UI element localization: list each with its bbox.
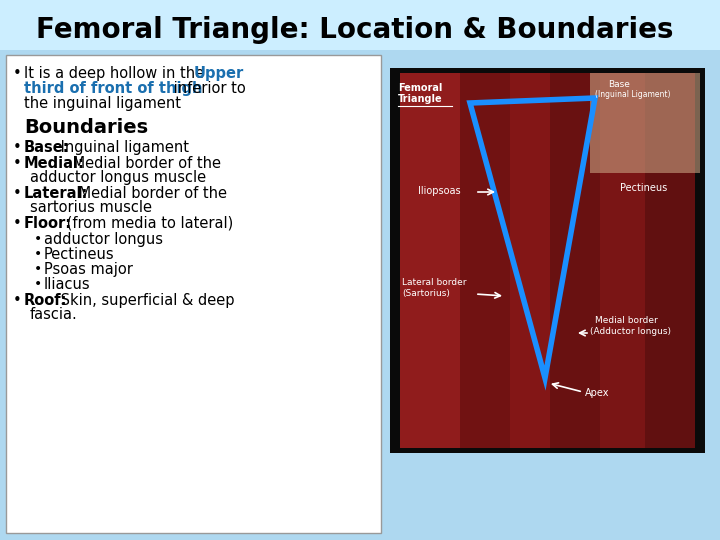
FancyBboxPatch shape: [390, 68, 705, 453]
Text: Psoas major: Psoas major: [44, 262, 133, 277]
Text: Roof:: Roof:: [24, 293, 68, 308]
Text: Medial border of the: Medial border of the: [74, 186, 228, 201]
Text: It is a deep hollow in the: It is a deep hollow in the: [24, 66, 209, 81]
Text: Apex: Apex: [585, 388, 610, 398]
Text: •: •: [34, 262, 42, 276]
Text: Inguinal ligament: Inguinal ligament: [55, 140, 189, 155]
Text: •: •: [13, 216, 22, 231]
Text: Medial border: Medial border: [595, 316, 658, 325]
Text: Femoral Triangle: Location & Boundaries: Femoral Triangle: Location & Boundaries: [36, 16, 674, 44]
Text: adductor longus muscle: adductor longus muscle: [30, 170, 206, 185]
Text: •: •: [13, 156, 22, 171]
Text: Base:: Base:: [24, 140, 70, 155]
Text: (Adductor longus): (Adductor longus): [590, 327, 671, 336]
Text: Iliopsoas: Iliopsoas: [418, 186, 461, 196]
FancyBboxPatch shape: [590, 73, 700, 173]
FancyBboxPatch shape: [550, 73, 600, 448]
Text: Medial:: Medial:: [24, 156, 85, 171]
FancyBboxPatch shape: [400, 73, 460, 448]
Text: •: •: [13, 66, 22, 81]
Text: Medial border of the: Medial border of the: [68, 156, 221, 171]
FancyBboxPatch shape: [645, 73, 695, 448]
FancyBboxPatch shape: [6, 55, 381, 533]
Text: fascia.: fascia.: [30, 307, 78, 322]
Text: •: •: [13, 140, 22, 155]
Text: •: •: [34, 277, 42, 291]
Text: (Inguinal Ligament): (Inguinal Ligament): [595, 90, 670, 99]
Text: Lateral border: Lateral border: [402, 278, 467, 287]
Text: Floor:: Floor:: [24, 216, 72, 231]
FancyBboxPatch shape: [0, 0, 720, 50]
Text: Iliacus: Iliacus: [44, 277, 91, 292]
Text: third of front of thigh: third of front of thigh: [24, 81, 202, 96]
Text: Upper: Upper: [194, 66, 244, 81]
FancyBboxPatch shape: [460, 73, 510, 448]
FancyBboxPatch shape: [510, 73, 550, 448]
Text: •: •: [34, 247, 42, 261]
Text: •: •: [34, 232, 42, 246]
Text: Pectineus: Pectineus: [620, 183, 667, 193]
Text: Boundaries: Boundaries: [24, 118, 148, 137]
FancyBboxPatch shape: [600, 73, 645, 448]
Text: Triangle: Triangle: [398, 94, 443, 104]
Text: Skin, superficial & deep: Skin, superficial & deep: [55, 293, 234, 308]
Text: Pectineus: Pectineus: [44, 247, 114, 262]
Text: Base: Base: [608, 80, 630, 89]
Text: (from media to lateral): (from media to lateral): [62, 216, 233, 231]
Text: adductor longus: adductor longus: [44, 232, 163, 247]
Text: Lateral:: Lateral:: [24, 186, 89, 201]
Text: (Sartorius): (Sartorius): [402, 289, 450, 298]
Text: the inguinal ligament: the inguinal ligament: [24, 96, 181, 111]
FancyBboxPatch shape: [400, 73, 695, 448]
Text: •: •: [13, 293, 22, 308]
Text: Femoral: Femoral: [398, 83, 442, 93]
Text: inferior to: inferior to: [169, 81, 246, 96]
Text: •: •: [13, 186, 22, 201]
Text: sartorius muscle: sartorius muscle: [30, 200, 152, 215]
